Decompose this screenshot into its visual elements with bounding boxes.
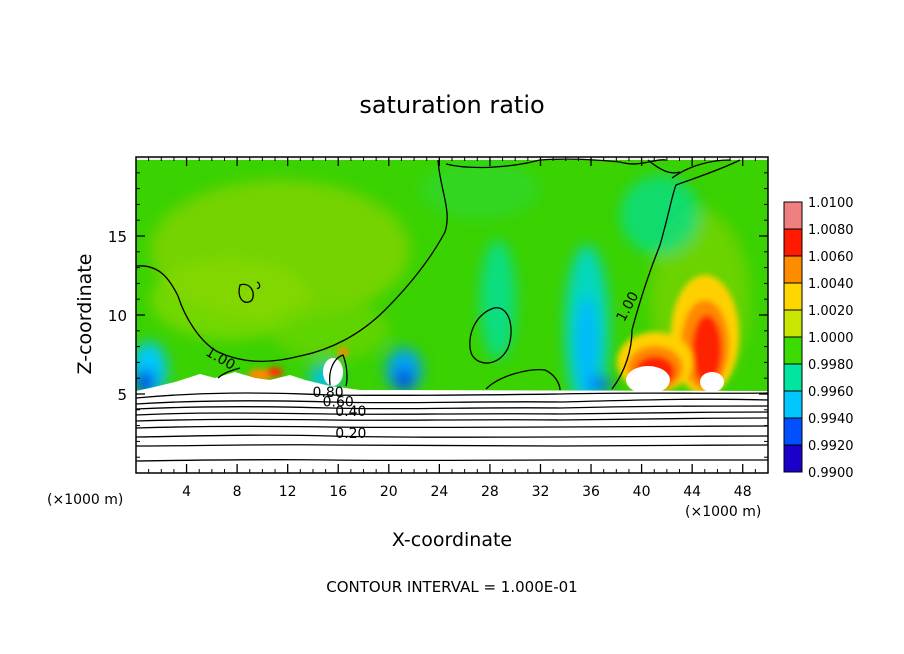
x-tick-label: 36 <box>582 484 600 500</box>
colorbar-band <box>784 283 802 310</box>
colorbar-label: 0.9960 <box>808 385 854 400</box>
contour-label: 0.60 <box>323 395 354 411</box>
y-tick-label: 10 <box>108 307 127 325</box>
contour-label: 0.40 <box>335 404 366 420</box>
colorbar-band <box>784 418 802 445</box>
x-tick-label: 44 <box>683 484 701 500</box>
x-axis: 4 8 12 16 20 24 28 32 36 40 44 48 <box>148 157 756 500</box>
contour-interval-note: CONTOUR INTERVAL = 1.000E-01 <box>326 578 577 596</box>
colorbar-label: 1.0020 <box>808 304 854 319</box>
colorbar-band <box>784 445 802 472</box>
colorbar-band <box>784 364 802 391</box>
x-unit-label-left: (×1000 m) <box>47 492 123 508</box>
colorbar-band <box>784 337 802 364</box>
x-tick-label: 4 <box>182 484 191 500</box>
colorbar: 1.0100 1.0080 1.0060 1.0040 1.0020 1.0000 0.99… <box>783 196 854 481</box>
colorbar-label: 1.0000 <box>808 331 854 346</box>
colorbar-band <box>784 229 802 256</box>
x-tick-label: 16 <box>329 484 347 500</box>
colorbar-label: 0.9900 <box>808 466 854 481</box>
x-tick-label: 20 <box>380 484 398 500</box>
x-axis-label: X-coordinate <box>392 529 512 551</box>
x-tick-label: 32 <box>532 484 550 500</box>
colorbar-band <box>784 391 802 418</box>
x-tick-label: 8 <box>233 484 242 500</box>
colorbar-label: 0.9980 <box>808 358 854 373</box>
y-axis-label: Z-coordinate <box>74 254 96 375</box>
y-tick-label: 15 <box>108 228 127 246</box>
colorbar-label: 0.9940 <box>808 412 854 427</box>
colorbar-band <box>784 256 802 283</box>
x-tick-label: 12 <box>279 484 297 500</box>
colorbar-label: 1.0080 <box>808 223 854 238</box>
x-unit-label-right: (×1000 m) <box>685 504 761 520</box>
colorbar-label: 1.0100 <box>808 196 854 211</box>
chart-title: saturation ratio <box>359 91 544 119</box>
colorbar-band <box>784 310 802 337</box>
colorbar-label: 1.0060 <box>808 250 854 265</box>
colorbar-label: 0.9920 <box>808 439 854 454</box>
colorbar-label: 1.0040 <box>808 277 854 292</box>
x-tick-label: 28 <box>481 484 499 500</box>
x-tick-label: 24 <box>430 484 448 500</box>
x-tick-label: 40 <box>633 484 651 500</box>
colorbar-band <box>784 202 802 229</box>
contour-label: 0.20 <box>335 426 366 442</box>
saturation-field <box>136 157 768 473</box>
x-tick-label: 48 <box>734 484 752 500</box>
y-tick-label: 5 <box>117 386 127 404</box>
y-axis: 5 10 15 <box>108 172 768 458</box>
contour-lines <box>136 158 768 462</box>
contour-label: 0.80 <box>313 385 344 401</box>
